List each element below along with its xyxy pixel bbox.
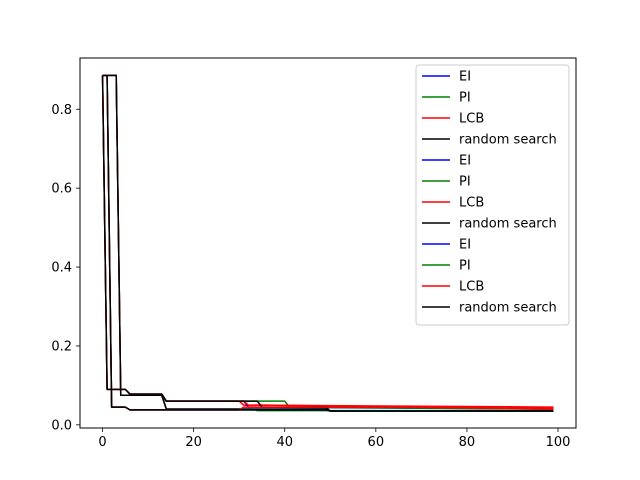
legend-label: random search — [459, 217, 557, 232]
legend-label: EI — [459, 70, 471, 85]
x-tick-label: 60 — [368, 435, 385, 450]
legend-label: LCB — [459, 280, 484, 295]
x-tick-label: 0 — [98, 435, 106, 450]
legend-label: PI — [459, 91, 471, 106]
legend-label: EI — [459, 154, 471, 169]
legend-label: LCB — [459, 112, 484, 127]
y-tick-label: 0.0 — [51, 418, 72, 433]
x-axis: 0 20 40 60 80 100 — [98, 428, 570, 450]
y-tick-label: 0.2 — [51, 339, 72, 354]
plot-lines — [101, 74, 554, 412]
x-tick-label: 80 — [459, 435, 476, 450]
legend-label: random search — [459, 133, 557, 148]
legend: EI PI LCB random search EI PI LCB random search… — [415, 64, 570, 326]
y-tick-label: 0.6 — [51, 182, 72, 197]
legend-label: PI — [459, 259, 471, 274]
plot-frame — [79, 57, 577, 429]
legend-label: PI — [459, 175, 471, 190]
y-axis: 0.0 0.2 0.4 0.6 0.8 — [51, 103, 80, 433]
x-tick-label: 40 — [276, 435, 293, 450]
x-tick-label: 20 — [185, 435, 202, 450]
y-tick-label: 0.8 — [51, 103, 72, 118]
legend-label: EI — [459, 238, 471, 253]
legend-label: random search — [459, 301, 557, 316]
legend-label: LCB — [459, 196, 484, 211]
y-tick-label: 0.4 — [51, 261, 72, 276]
x-tick-label: 100 — [546, 435, 571, 450]
legend-box — [415, 64, 570, 326]
series-line-11 — [102, 74, 554, 412]
